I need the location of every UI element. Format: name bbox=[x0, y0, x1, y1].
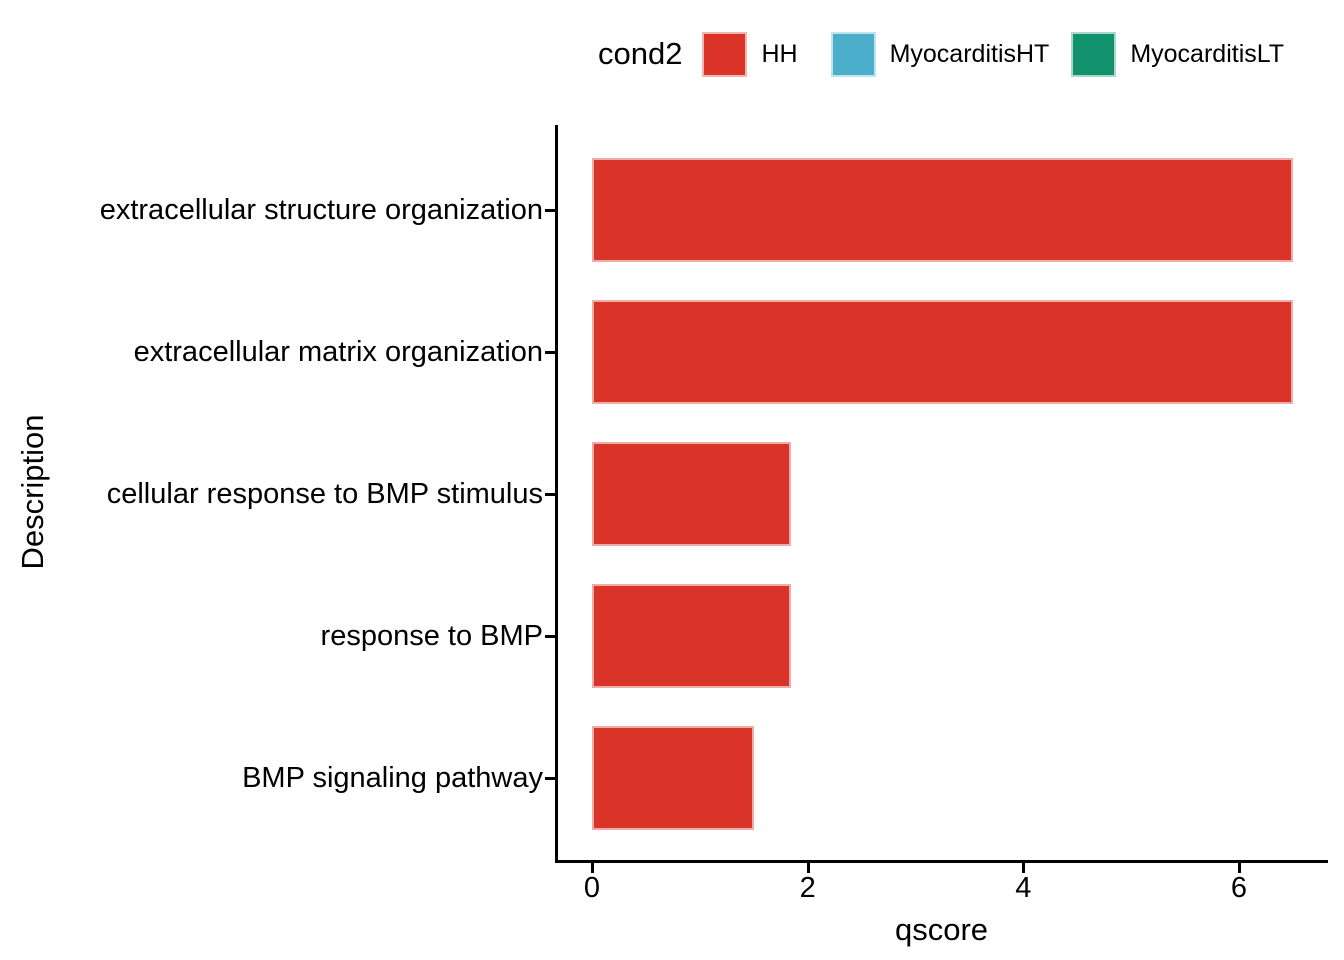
x-tick-mark bbox=[1237, 863, 1241, 873]
y-category-label: cellular response to BMP stimulus bbox=[106, 478, 543, 510]
x-axis-line bbox=[555, 860, 1328, 863]
y-category-label: extracellular matrix organization bbox=[133, 336, 543, 368]
x-tick-mark bbox=[591, 863, 594, 873]
bar bbox=[592, 726, 754, 830]
x-tick-label: 0 bbox=[583, 872, 601, 904]
bar bbox=[592, 584, 791, 688]
y-category-label: response to BMP bbox=[320, 620, 543, 652]
y-tick-mark bbox=[545, 209, 555, 212]
bar bbox=[592, 442, 791, 546]
y-category-label: extracellular structure organization bbox=[99, 194, 543, 226]
y-tick-mark bbox=[545, 493, 555, 496]
bar bbox=[592, 158, 1293, 262]
legend-label: MyocarditisHT bbox=[889, 39, 1050, 68]
x-tick-mark bbox=[1022, 863, 1026, 873]
y-tick-mark bbox=[545, 635, 555, 638]
x-tick-label: 2 bbox=[799, 872, 816, 904]
legend-item-MyocarditisHT: MyocarditisHT bbox=[830, 31, 1050, 77]
legend-swatch-icon bbox=[1071, 31, 1117, 77]
y-axis-line bbox=[555, 125, 558, 863]
legend-swatch-icon bbox=[702, 31, 748, 77]
legend-label: HH bbox=[761, 39, 798, 68]
x-tick-label: 6 bbox=[1230, 872, 1248, 904]
y-category-label: BMP signaling pathway bbox=[242, 762, 543, 794]
y-tick-mark bbox=[545, 351, 555, 354]
x-axis-title: qscore bbox=[894, 912, 989, 947]
x-tick-mark bbox=[806, 863, 810, 873]
legend-label: MyocarditisLT bbox=[1130, 39, 1285, 68]
legend-item-HH: HH bbox=[702, 31, 798, 77]
x-tick-label: 4 bbox=[1015, 872, 1032, 904]
legend: cond2 HH MyocarditisHT MyocarditisLT bbox=[598, 31, 1284, 77]
y-axis-title: Description bbox=[15, 414, 50, 570]
bar bbox=[592, 300, 1293, 404]
legend-title: cond2 bbox=[598, 36, 683, 71]
y-tick-mark bbox=[545, 777, 555, 780]
legend-swatch-icon bbox=[830, 31, 876, 77]
legend-item-MyocarditisLT: MyocarditisLT bbox=[1071, 31, 1285, 77]
